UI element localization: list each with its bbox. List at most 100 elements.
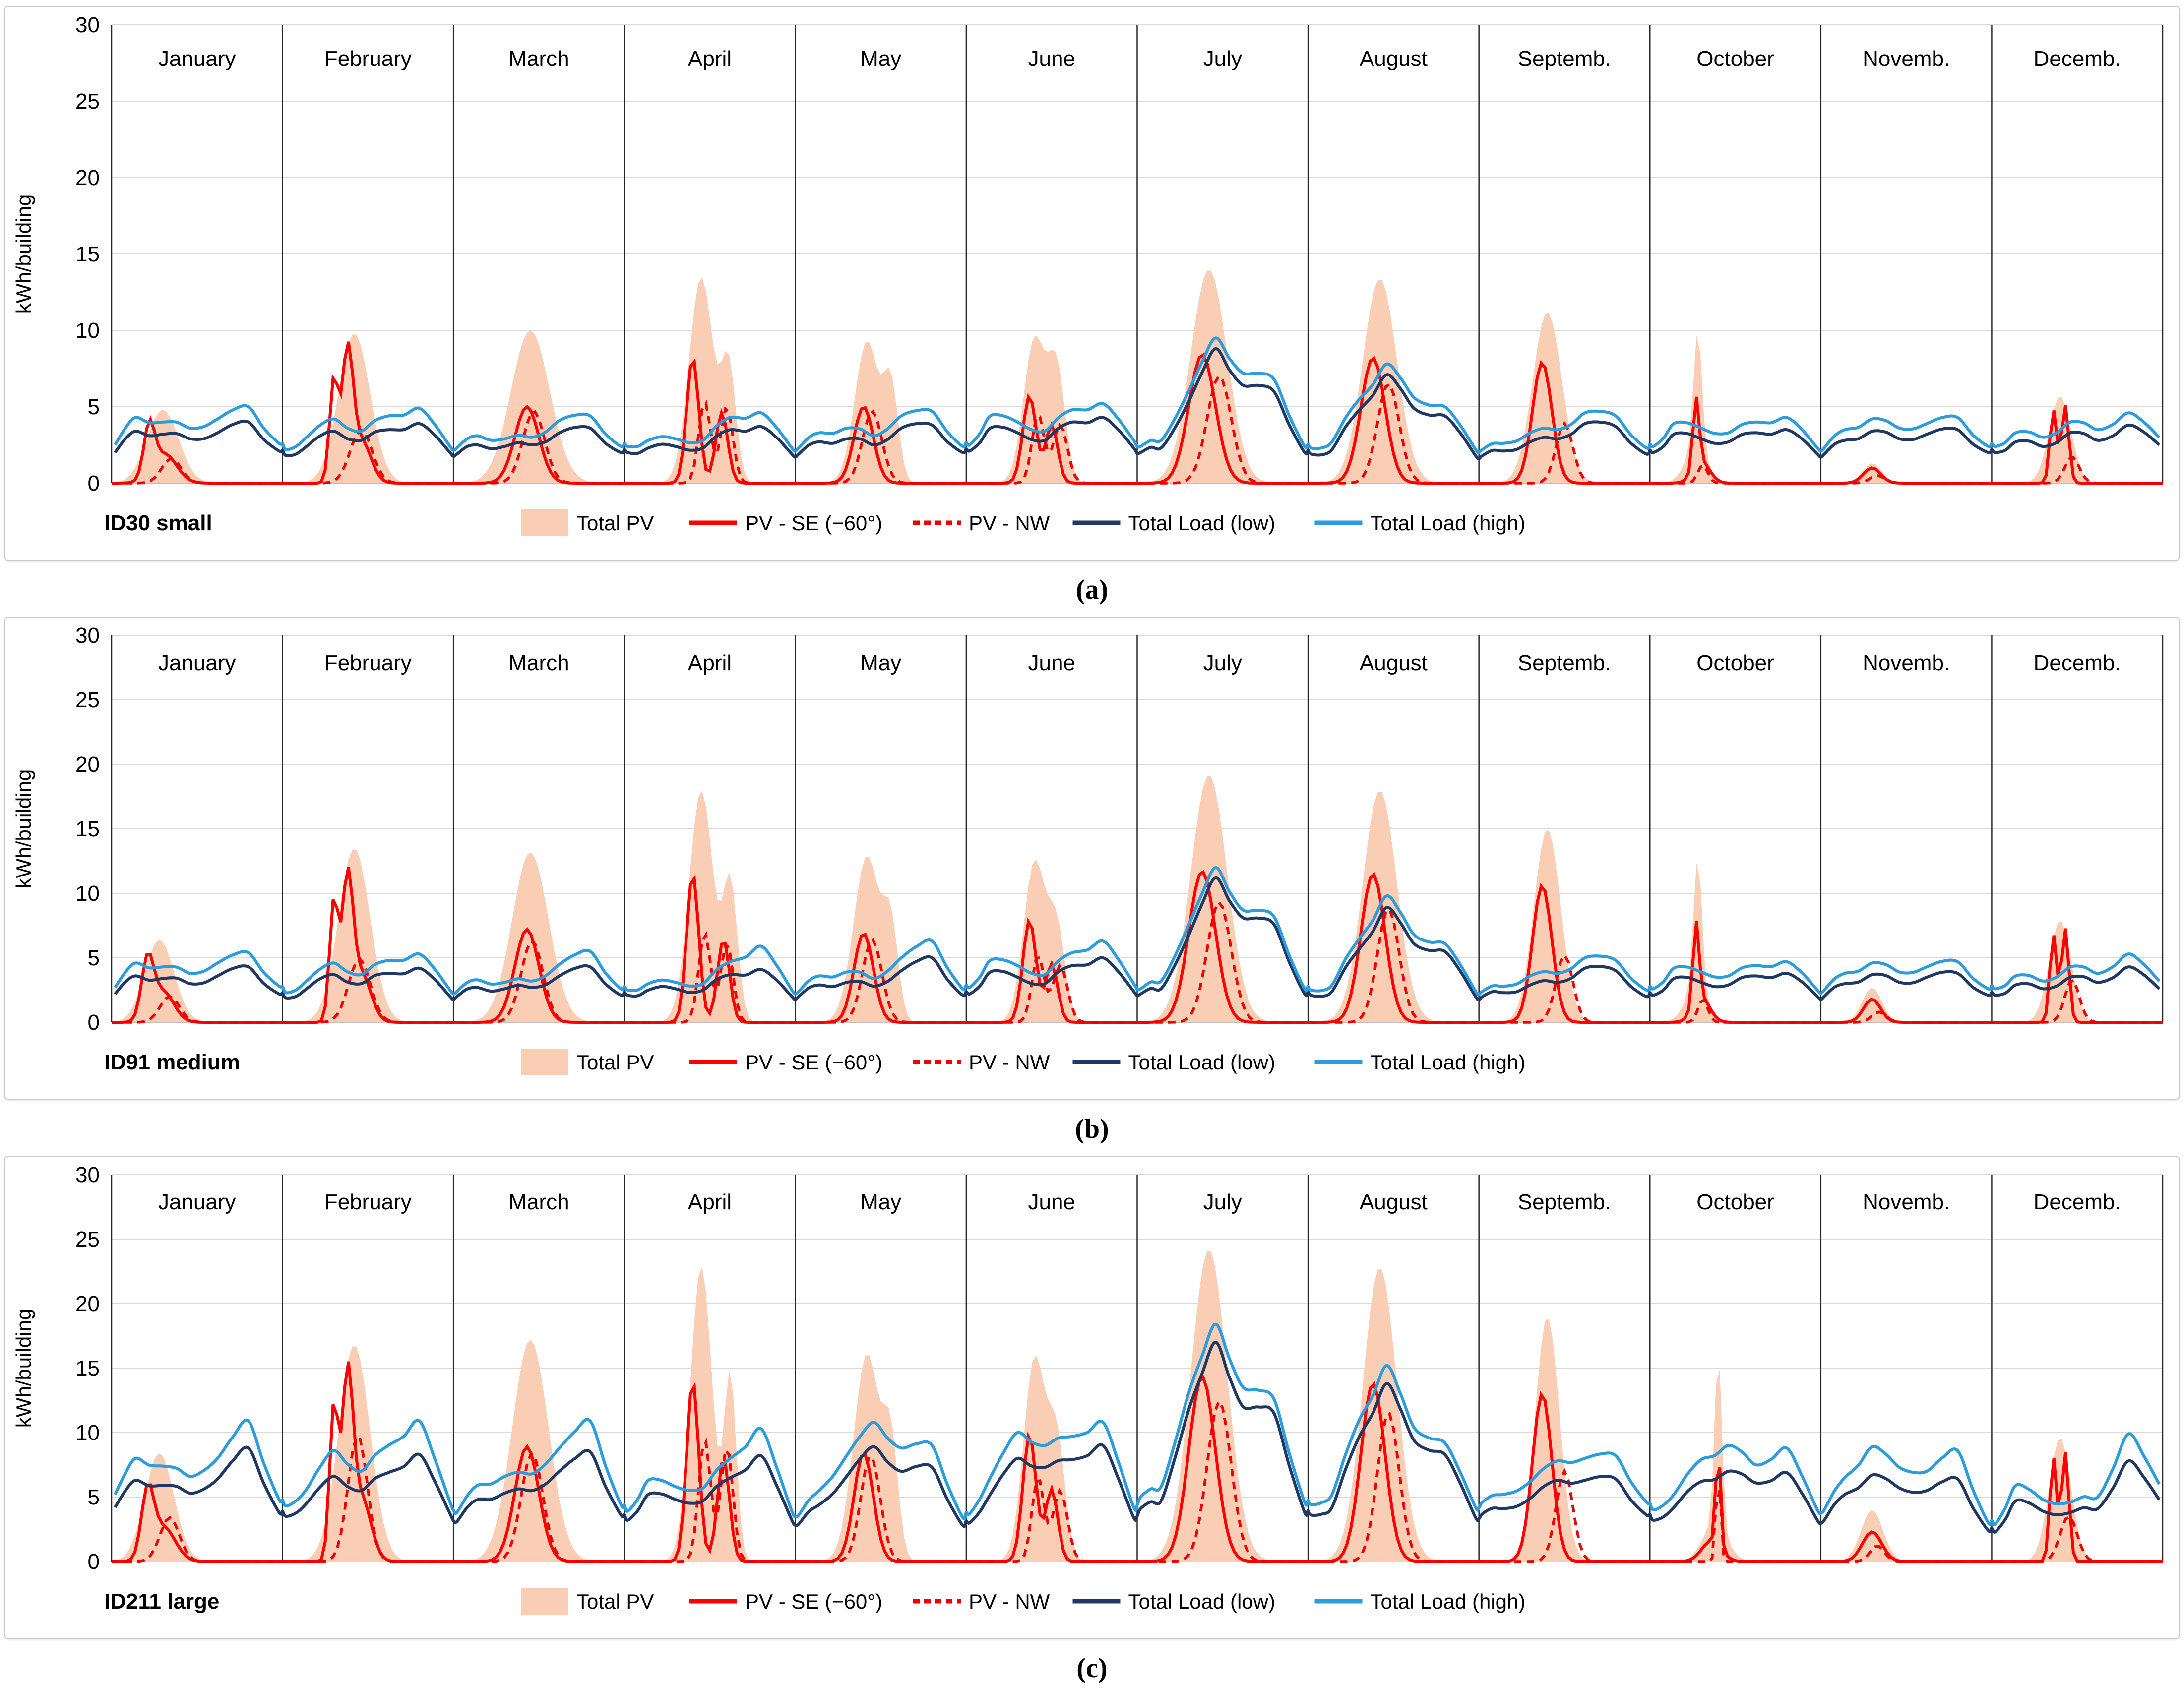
y-tick-label: 25 [75,688,100,712]
y-axis-title: kWh/building [12,1309,35,1428]
month-label: March [508,1190,569,1214]
legend-label-load-low: Total Load (low) [1128,511,1275,535]
month-label: July [1203,1190,1242,1214]
y-tick-label: 5 [88,395,100,419]
panel-a: January February March April May June July Augu… [4,6,2180,561]
chart-canvas: January February March April May June July Augu… [12,1163,2164,1615]
month-label: February [324,1190,412,1214]
month-label: February [324,47,412,71]
month-label: June [1028,651,1075,675]
y-tick-label: 5 [88,946,100,970]
y-tick-label: 25 [75,89,100,114]
month-label: Novemb. [1863,47,1950,71]
legend-swatch-total-pv [521,509,568,536]
month-label: June [1028,1190,1075,1214]
pv-nw-line [112,374,2163,485]
figure-page: January February March April May June July Augu… [0,6,2184,1689]
month-label: May [860,47,901,71]
panel-c: January February March April May June July Augu… [4,1156,2180,1639]
month-label: May [860,651,901,675]
panel-id-label: ID211 large [104,1589,219,1614]
chart-canvas: January February March April May June July Augu… [12,624,2164,1075]
legend-label-pv-nw: PV - NW [969,1590,1050,1613]
month-label: April [688,47,732,71]
y-tick-label: 5 [88,1485,100,1509]
month-label: October [1696,651,1774,675]
y-tick-label: 10 [75,881,100,906]
panel-b: January February March April May June July Augu… [4,617,2180,1100]
month-label: March [508,47,569,71]
month-label: May [860,1190,901,1214]
y-tick-label: 15 [75,817,100,841]
legend-label-load-low: Total Load (low) [1128,1590,1275,1613]
month-label: October [1696,47,1774,71]
month-label: Novemb. [1863,1190,1950,1214]
y-tick-label: 15 [75,1356,100,1380]
month-label: February [324,651,412,675]
panel-id-label: ID30 small [104,511,212,535]
month-label: Decemb. [2034,651,2121,675]
legend-swatch-total-pv [521,1049,568,1075]
load-low-line [114,876,2161,1001]
legend-label-pv-se: PV - SE (−60°) [745,511,882,535]
legend-swatch-total-pv [521,1588,568,1615]
chart-canvas: January February March April May June July Augu… [12,13,2164,536]
y-tick-label: 0 [88,1010,100,1035]
legend-label-pv-nw: PV - NW [969,511,1050,535]
legend-label-total-pv: Total PV [576,511,654,535]
y-tick-label: 30 [75,624,100,648]
load-low-line [114,1341,2161,1534]
y-tick-label: 10 [75,318,100,343]
legend-label-load-high: Total Load (high) [1371,1590,1526,1613]
month-label: April [688,1190,732,1214]
legend-label-load-low: Total Load (low) [1128,1051,1275,1074]
y-tick-label: 20 [75,166,100,190]
pv-nw-line [112,1398,2163,1563]
pv-nw-line [112,900,2163,1024]
month-label: Septemb. [1518,47,1611,71]
y-tick-label: 10 [75,1421,100,1445]
load-high-line [114,336,2161,454]
legend-label-load-high: Total Load (high) [1371,1051,1526,1074]
legend-label-pv-se: PV - SE (−60°) [745,1051,882,1074]
month-label: March [508,651,569,675]
panel-id-label: ID91 medium [104,1050,240,1074]
y-tick-label: 0 [88,471,100,496]
month-label: January [158,651,236,675]
total-pv-area [112,776,2163,1022]
caption-c: (c) [1076,1653,1108,1684]
legend-label-load-high: Total Load (high) [1371,511,1526,535]
y-tick-label: 20 [75,752,100,777]
y-tick-label: 25 [75,1227,100,1251]
y-tick-label: 30 [75,1163,100,1187]
y-tick-label: 15 [75,242,100,266]
month-label: August [1360,1190,1428,1214]
month-label: January [158,1190,236,1214]
month-label: June [1028,47,1075,71]
y-tick-label: 30 [75,13,100,37]
legend-label-total-pv: Total PV [576,1051,654,1074]
month-label: July [1203,47,1242,71]
total-pv-area [112,270,2163,483]
month-label: April [688,651,732,675]
month-label: Decemb. [2034,1190,2121,1214]
y-tick-label: 0 [88,1550,100,1574]
month-label: August [1360,651,1428,675]
load-high-line [114,1322,2161,1526]
caption-a: (a) [1075,574,1109,605]
y-tick-label: 20 [75,1292,100,1316]
total-pv-area [112,1251,2163,1562]
legend-label-pv-nw: PV - NW [969,1051,1050,1074]
month-label: Decemb. [2034,47,2121,71]
load-high-line [114,866,2161,997]
y-axis-title: kWh/building [12,769,35,888]
y-axis-title: kWh/building [12,194,35,313]
caption-b: (b) [1075,1114,1109,1144]
legend-label-pv-se: PV - SE (−60°) [745,1590,882,1613]
month-label: Septemb. [1518,651,1611,675]
month-label: Septemb. [1518,1190,1611,1214]
month-label: July [1203,651,1242,675]
month-label: October [1696,1190,1774,1214]
month-label: January [158,47,236,71]
month-label: Novemb. [1863,651,1950,675]
